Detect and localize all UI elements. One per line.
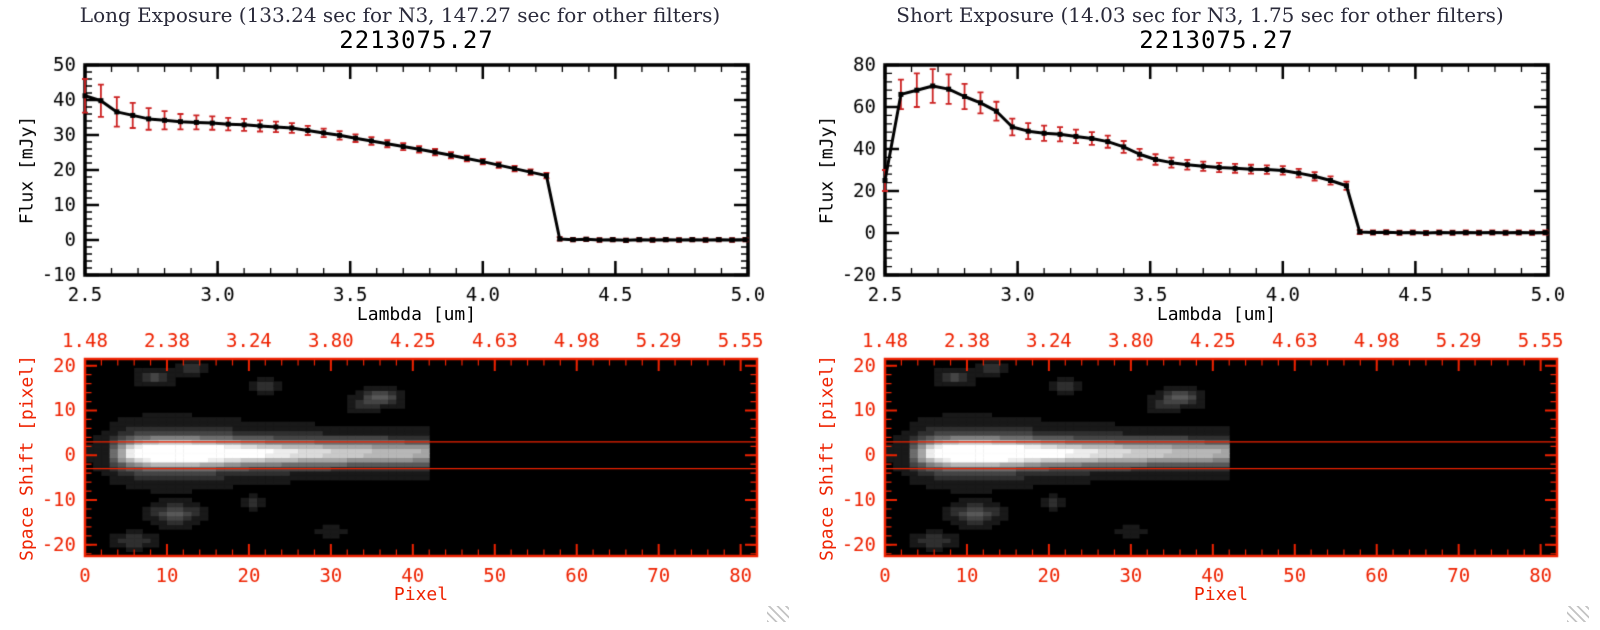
- resize-grip[interactable]: [767, 606, 789, 622]
- image-ylabel-short: Space Shift [pixel]: [816, 355, 838, 561]
- spectrum-title-long: 2213075.27: [339, 26, 494, 54]
- panel-short-exposure: Short Exposure (14.03 sec for N3, 1.75 s…: [800, 0, 1600, 630]
- image-ylabel-long: Space Shift [pixel]: [16, 355, 38, 561]
- spectral-image-long: [0, 325, 800, 610]
- panel-title-short: Short Exposure (14.03 sec for N3, 1.75 s…: [896, 3, 1504, 27]
- resize-grip[interactable]: [1567, 606, 1589, 622]
- image-xlabel-long: Pixel: [393, 584, 449, 605]
- panel-title-long: Long Exposure (133.24 sec for N3, 147.27…: [79, 3, 721, 27]
- spectrum-ylabel-long: Flux [mJy]: [16, 115, 38, 225]
- spectrum-xlabel-short: Lambda [um]: [1156, 304, 1277, 325]
- spectrum-plot-short: [800, 55, 1600, 325]
- spectrum-title-short: 2213075.27: [1139, 26, 1294, 54]
- spectral-image-short: [800, 325, 1600, 610]
- spectrum-ylabel-short: Flux [mJy]: [816, 115, 838, 225]
- image-xlabel-short: Pixel: [1193, 584, 1249, 605]
- panel-long-exposure: Long Exposure (133.24 sec for N3, 147.27…: [0, 3, 800, 622]
- spectrum-xlabel-long: Lambda [um]: [356, 304, 477, 325]
- spectrum-plot-long: [0, 55, 800, 325]
